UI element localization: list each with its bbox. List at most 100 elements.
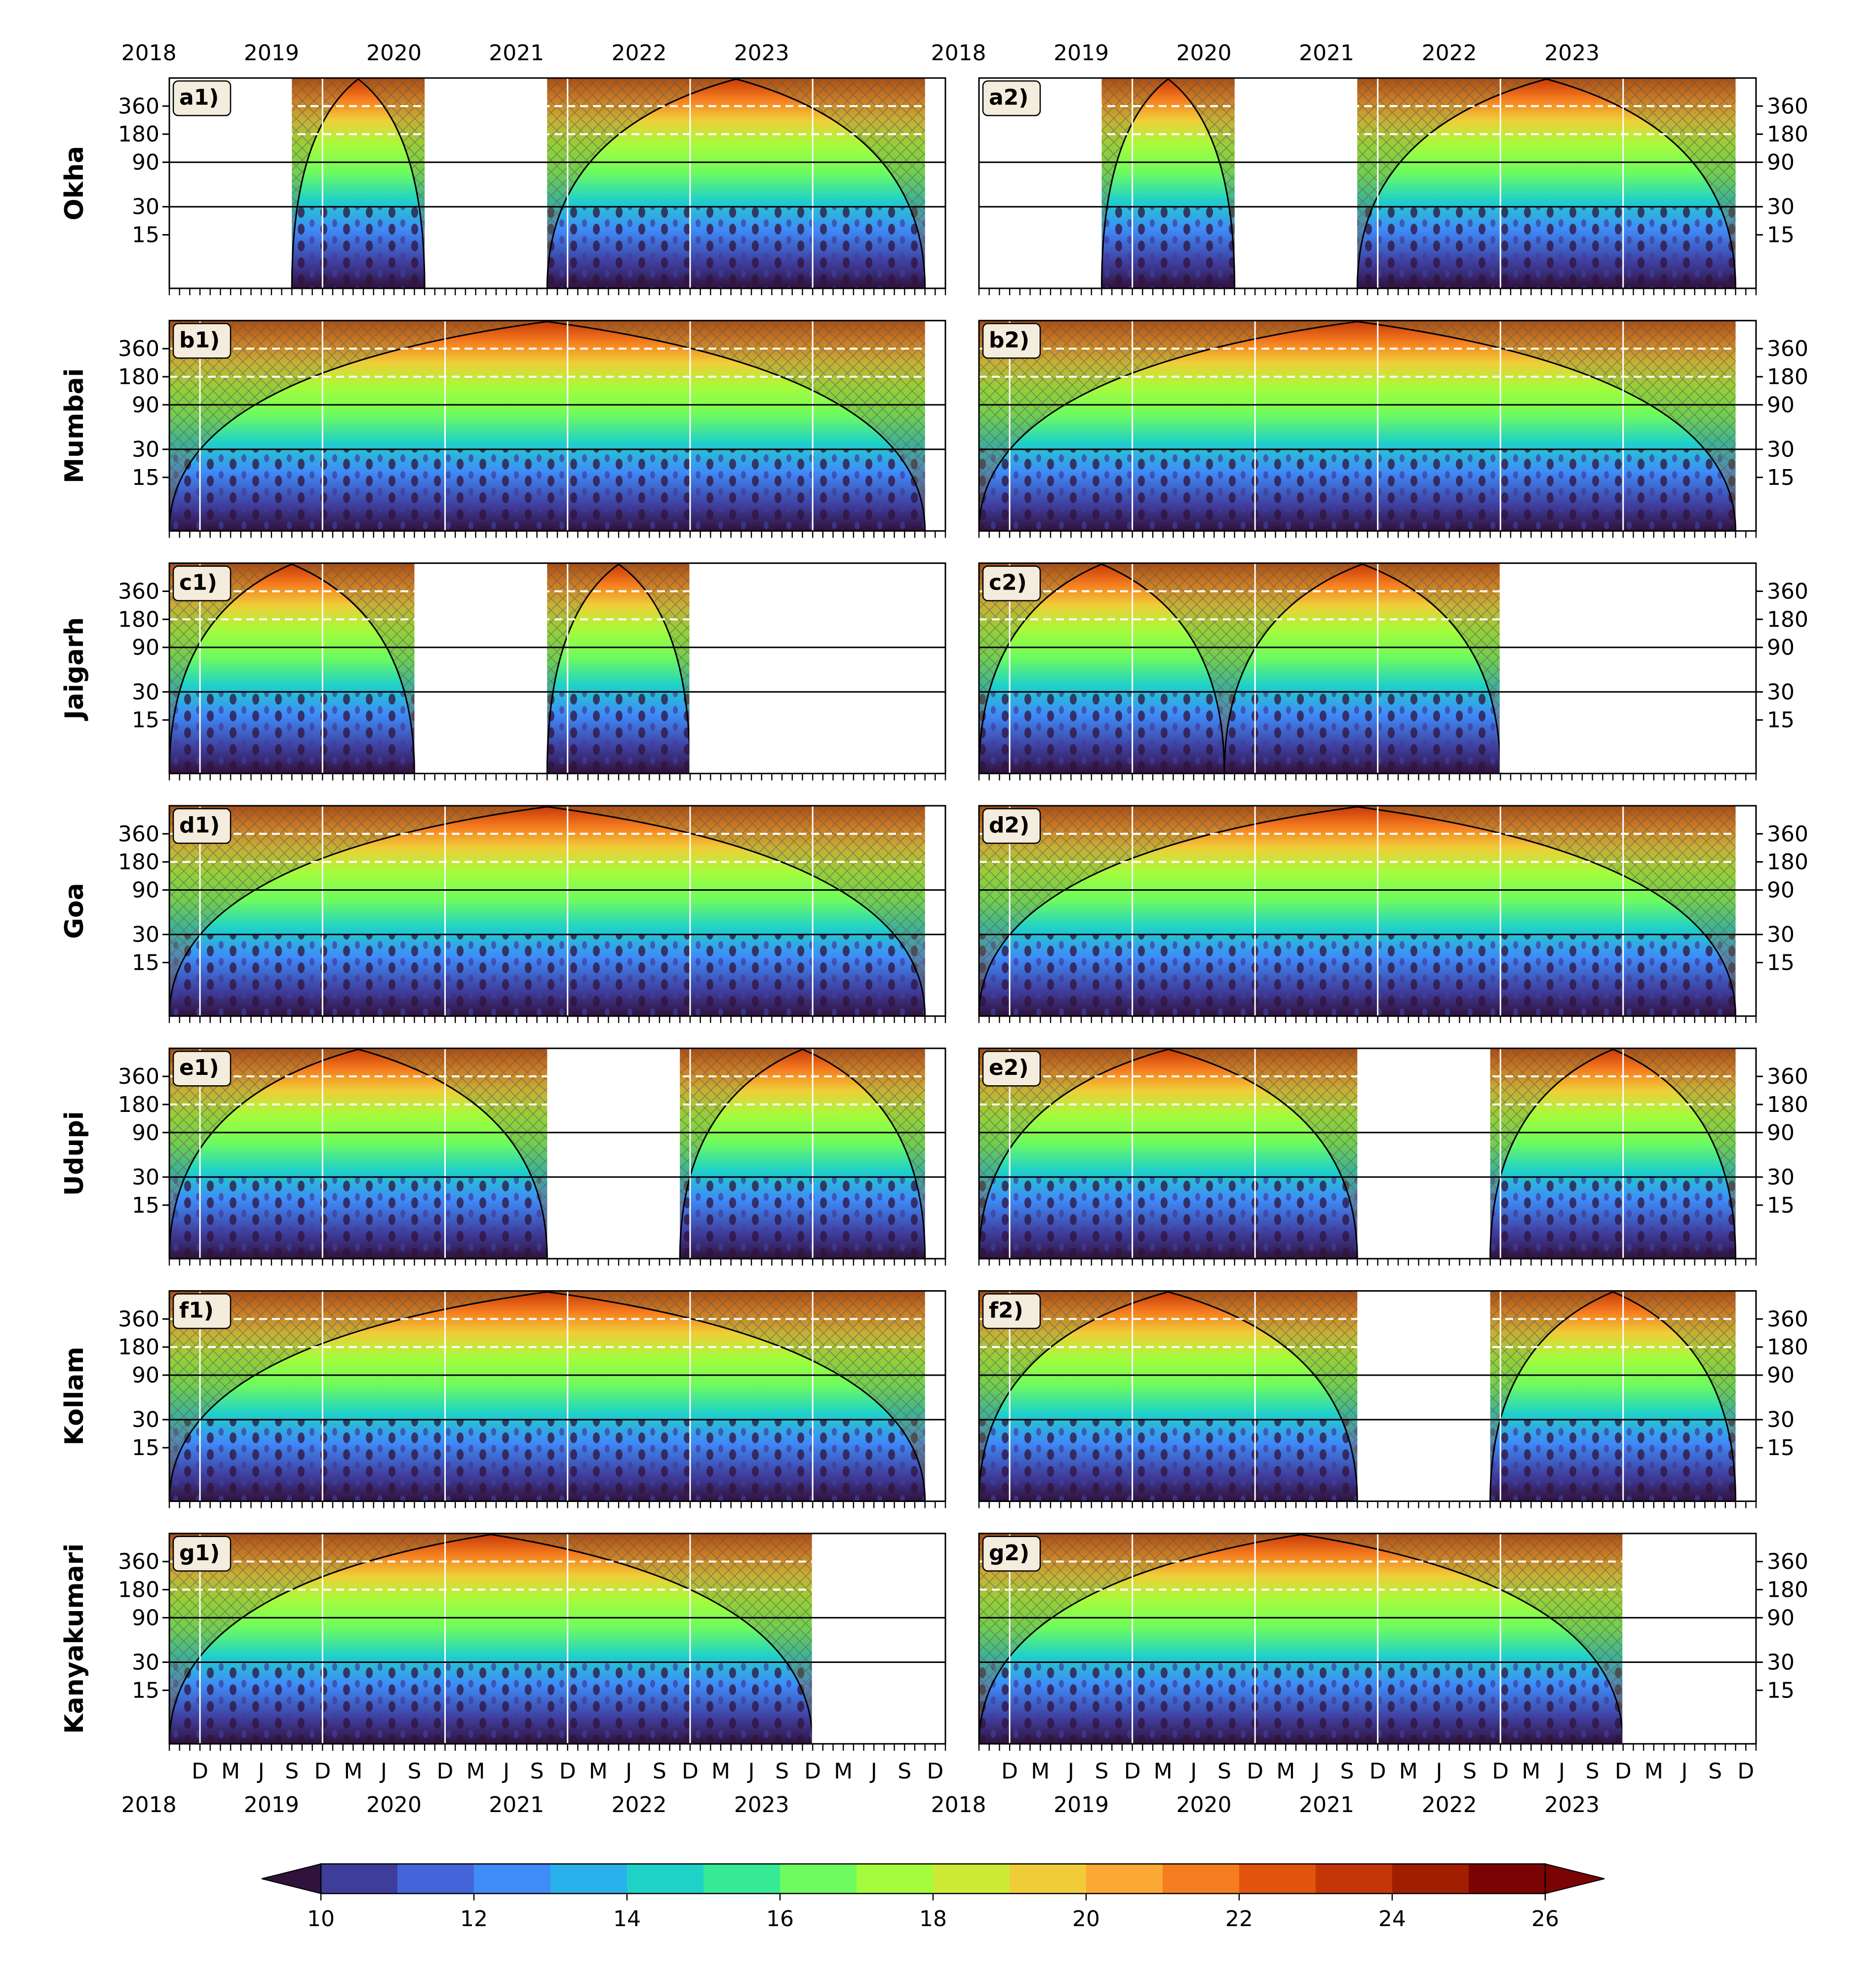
coi-hatch	[169, 1291, 925, 1501]
y-tick-label: 15	[1767, 708, 1795, 733]
y-tick-label: 90	[1767, 393, 1795, 418]
cone-of-influence	[979, 1534, 1624, 1744]
power-texture	[1224, 692, 1501, 774]
cone-of-influence	[169, 1048, 548, 1259]
coi-hatch	[1490, 1291, 1736, 1501]
y-tick-label: 30	[132, 1650, 159, 1675]
y-tick-label: 360	[1767, 1064, 1808, 1089]
y-tick-label: 30	[1767, 679, 1795, 705]
y-tick-label: 180	[1767, 1092, 1808, 1117]
top-year-label: 2021	[1299, 40, 1354, 66]
cone-of-influence	[979, 1048, 1358, 1259]
month-label: M	[1154, 1759, 1172, 1784]
top-year-label: 2019	[244, 40, 299, 66]
month-label: J	[1680, 1759, 1688, 1784]
y-tick-label: 180	[1767, 607, 1808, 632]
panel-tag: c2)	[989, 570, 1027, 595]
month-label: S	[1340, 1759, 1354, 1784]
month-label: M	[1522, 1759, 1540, 1784]
panel-f1: 360 180 90 30 15 f1)	[118, 1290, 946, 1508]
month-label: S	[775, 1759, 789, 1784]
month-label: D	[1369, 1759, 1386, 1784]
coi-hatch	[169, 805, 925, 1016]
panel-tag: e2)	[989, 1055, 1029, 1080]
power-texture	[169, 1420, 925, 1501]
y-tick-label: 15	[132, 1435, 159, 1461]
panel-tag-box: d1)	[172, 808, 232, 844]
y-tick-label: 360	[1767, 579, 1808, 604]
bottom-year-label: 2019	[1054, 1792, 1109, 1817]
month-label: M	[1644, 1759, 1663, 1784]
y-tick-label: 180	[1767, 1578, 1808, 1603]
cone-of-influence	[1101, 78, 1236, 288]
y-tick-label: 180	[118, 122, 159, 147]
top-year-label: 2018	[931, 40, 986, 66]
y-tick-label: 30	[1767, 922, 1795, 948]
panel-e1: 360 180 90 30 15 e1)	[118, 1047, 946, 1266]
colorbar-extend-low	[261, 1863, 321, 1895]
y-tick-label: 180	[118, 1335, 159, 1360]
station-label: Jaigarh	[60, 617, 89, 721]
panel-tag-box: c1)	[172, 565, 232, 601]
top-year-label: 2023	[734, 40, 789, 66]
coi-hatch	[1490, 1048, 1736, 1259]
cone-of-influence	[979, 1291, 1358, 1501]
month-label: J	[1557, 1759, 1565, 1784]
panel-tag: b1)	[179, 327, 220, 353]
y-tick-label: 30	[132, 195, 159, 220]
cone-of-influence	[169, 320, 926, 531]
station-label: Kollam	[60, 1346, 89, 1445]
y-tick-label: 360	[118, 1549, 159, 1575]
y-tick-label: 90	[1767, 1363, 1795, 1388]
panel-tag-box: g1)	[172, 1536, 232, 1572]
cone-of-influence	[979, 563, 1225, 774]
y-tick-label: 360	[1767, 336, 1808, 361]
colorbar-bin	[321, 1864, 398, 1894]
y-tick-label: 360	[118, 336, 159, 361]
colorbar-tick-label: 22	[1225, 1906, 1253, 1932]
cone-of-influence	[679, 1048, 926, 1259]
coi-hatch	[1224, 563, 1501, 774]
y-tick-label: 90	[132, 877, 159, 903]
y-tick-label: 30	[132, 922, 159, 948]
y-tick-label: 15	[132, 708, 159, 733]
cone-of-influence	[169, 1534, 814, 1744]
month-label: S	[898, 1759, 911, 1784]
panel-tag-box: d2)	[982, 808, 1041, 844]
y-tick-label: 15	[132, 465, 159, 490]
panel-tag: g1)	[179, 1540, 220, 1566]
month-label: D	[1247, 1759, 1263, 1784]
month-label: D	[1492, 1759, 1509, 1784]
top-year-label: 2020	[1176, 40, 1232, 66]
power-texture	[169, 449, 925, 531]
colorbar-bin	[1086, 1864, 1163, 1894]
y-tick-label: 30	[1767, 437, 1795, 462]
panel-tag-box: a1)	[172, 80, 232, 117]
power-texture	[547, 206, 925, 288]
colorbar-bin	[1239, 1864, 1316, 1894]
month-label: D	[314, 1759, 331, 1784]
y-tick-label: 360	[1767, 822, 1808, 847]
power-texture	[979, 1420, 1358, 1501]
month-label: M	[1276, 1759, 1295, 1784]
month-label: M	[711, 1759, 730, 1784]
month-label: S	[285, 1759, 299, 1784]
colorbar-tick-label: 20	[1072, 1906, 1100, 1932]
month-label: M	[834, 1759, 853, 1784]
cone-of-influence	[1489, 1048, 1737, 1259]
colorbar-bin	[780, 1864, 857, 1894]
y-tick-label: 15	[132, 1678, 159, 1703]
coi-hatch	[169, 320, 925, 531]
y-tick-label: 360	[1767, 1306, 1808, 1332]
month-label: S	[1586, 1759, 1600, 1784]
y-tick-label: 360	[118, 1064, 159, 1089]
y-tick-label: 30	[132, 437, 159, 462]
bottom-year-label: 2023	[1544, 1792, 1600, 1817]
coi-hatch	[169, 1533, 813, 1744]
panel-tag: a1)	[179, 85, 219, 110]
colorbar-bin	[1163, 1864, 1240, 1894]
month-label: D	[1615, 1759, 1632, 1784]
coi-hatch	[547, 563, 690, 774]
power-texture	[169, 934, 925, 1016]
